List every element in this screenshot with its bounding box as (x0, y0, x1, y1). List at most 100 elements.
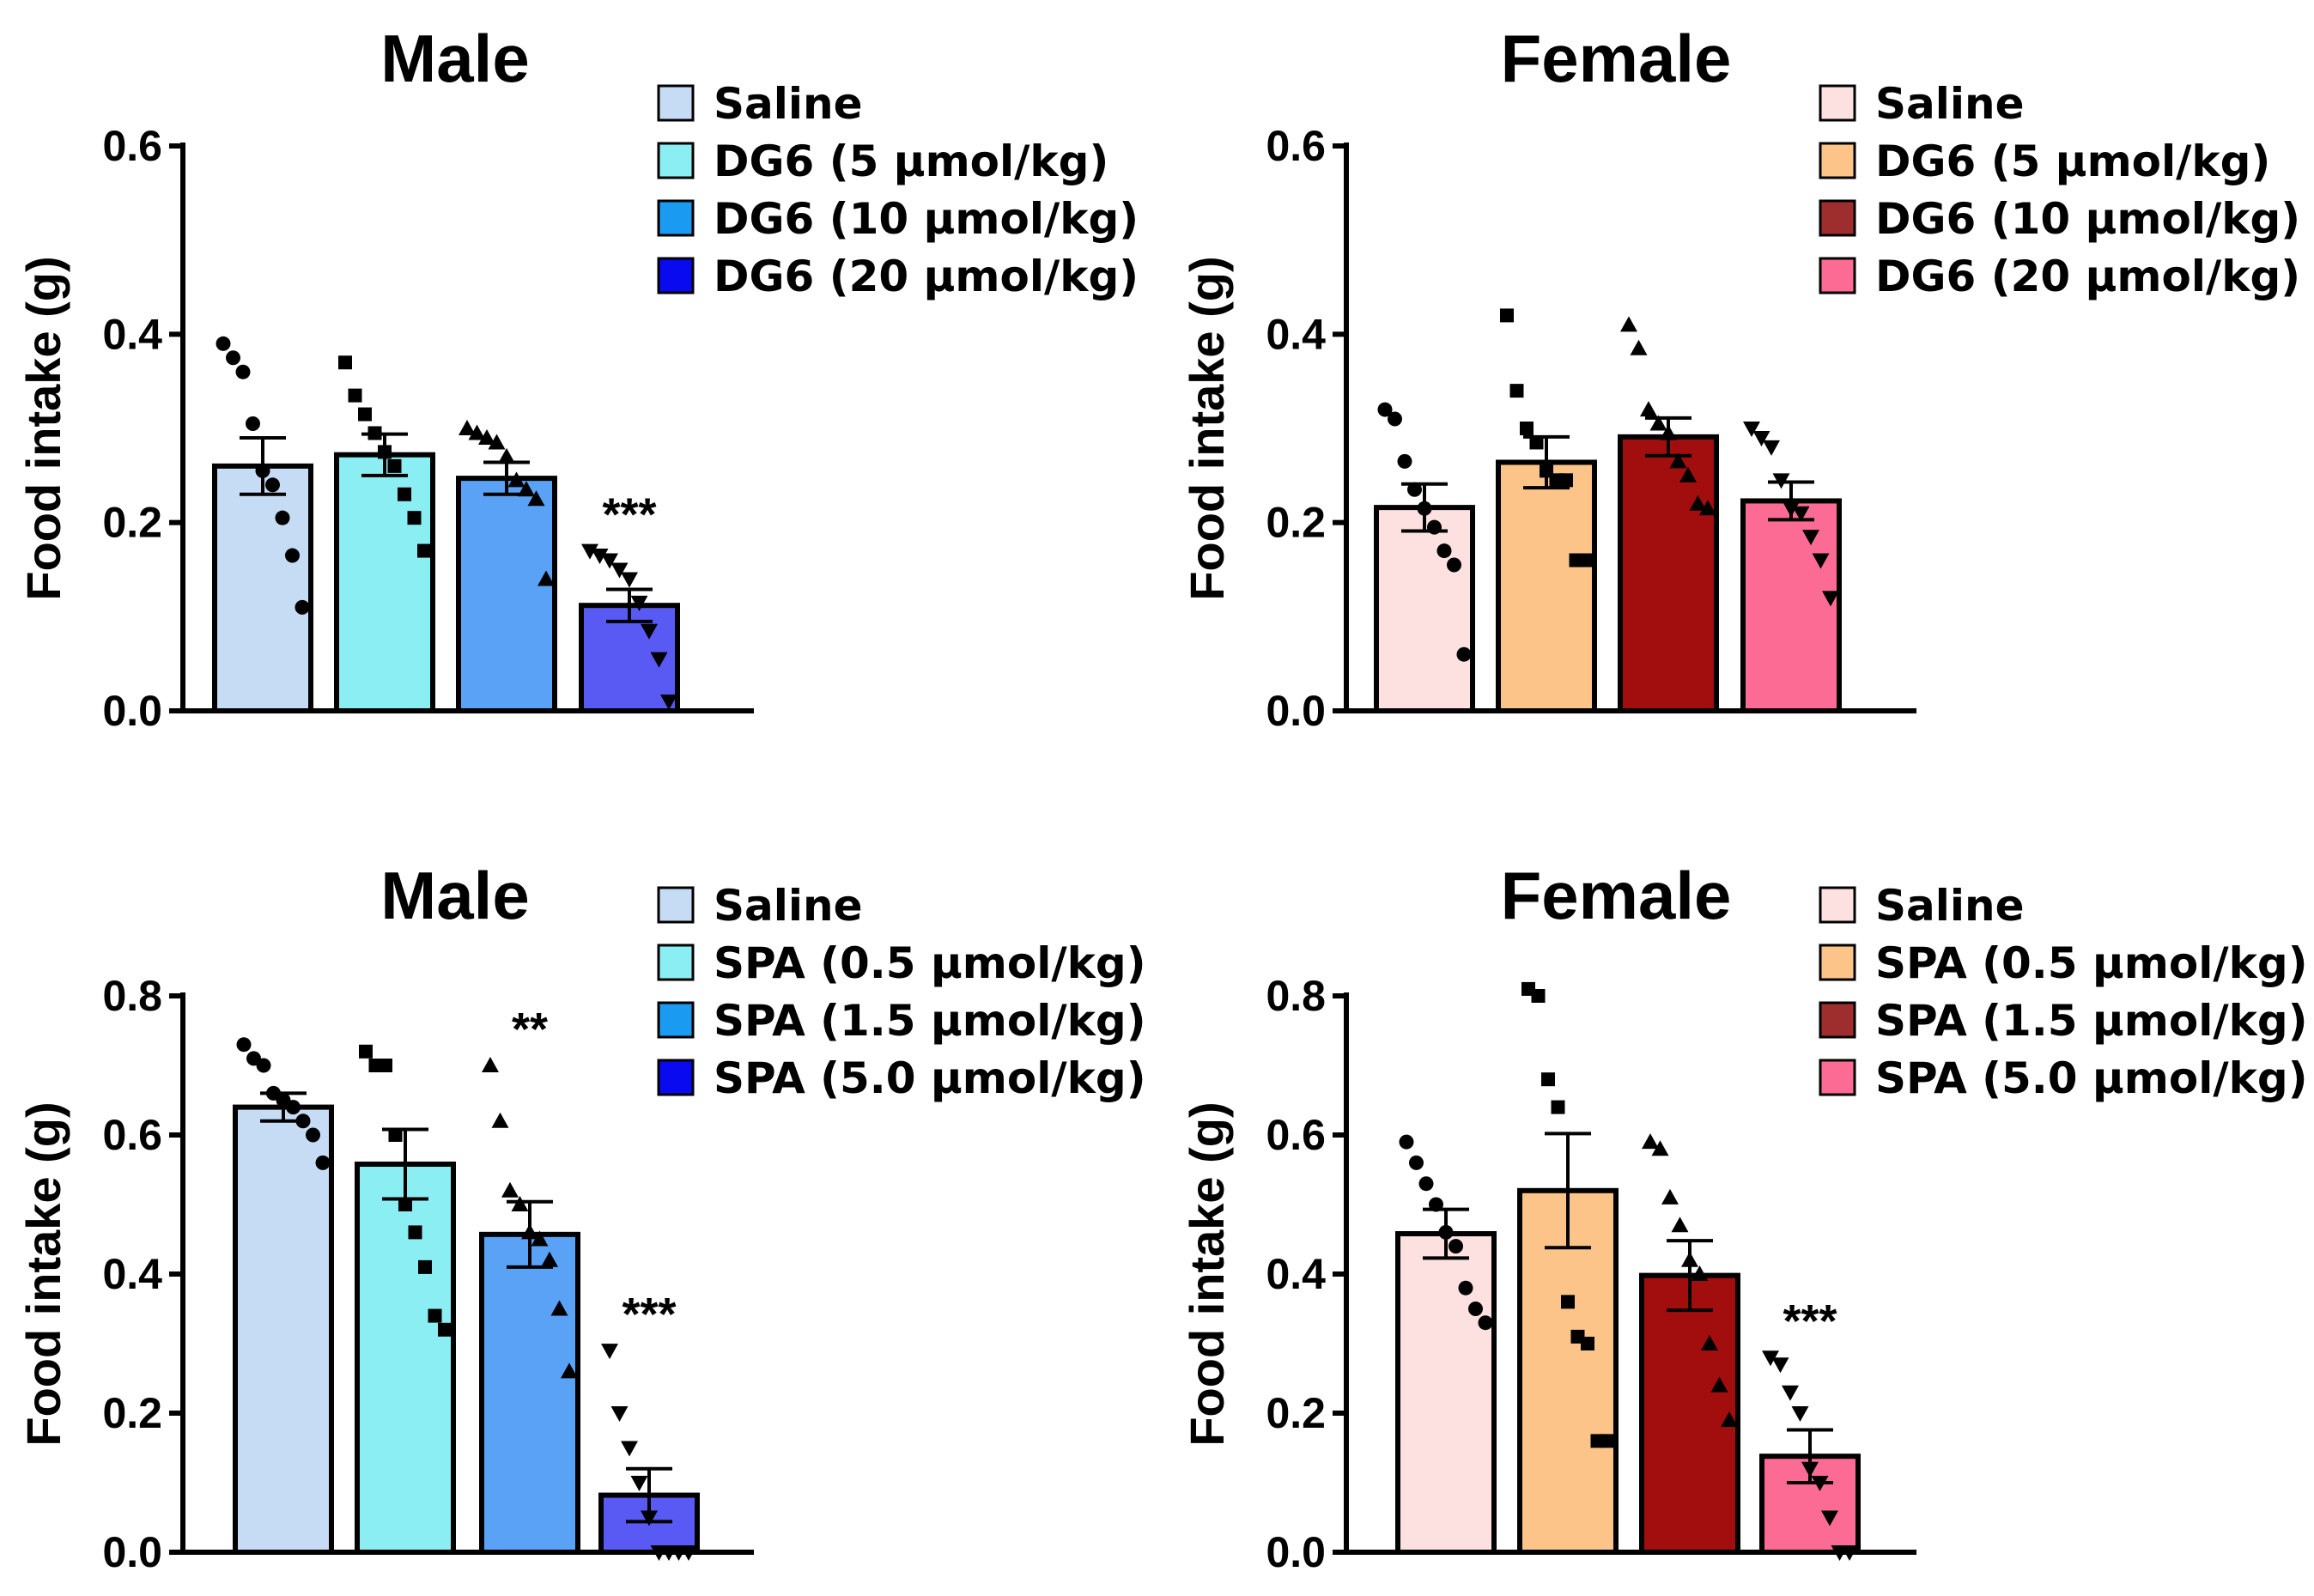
legend-label: Saline (714, 881, 863, 931)
data-point (468, 424, 486, 440)
legend-swatch (1819, 1059, 1856, 1096)
data-point (1458, 1280, 1473, 1296)
legend-label: SPA (5.0 µmol/kg) (1875, 1053, 2308, 1103)
data-point (367, 426, 382, 440)
data-point (591, 549, 609, 565)
y-tick-label: 0.0 (1266, 1528, 1326, 1576)
data-point (1801, 1461, 1819, 1478)
data-point (285, 548, 300, 563)
data-point (216, 336, 231, 351)
data-point (630, 595, 648, 611)
data-point (531, 1230, 549, 1247)
data-point (1812, 553, 1830, 569)
data-point (482, 1057, 499, 1072)
data-point (621, 572, 638, 588)
data-point (1541, 1072, 1555, 1087)
data-point (650, 652, 668, 668)
data-point (1721, 1411, 1738, 1428)
data-point (1418, 1176, 1434, 1192)
legend-label: SPA (5.0 µmol/kg) (714, 1053, 1146, 1103)
legend-swatch (1819, 199, 1856, 237)
legend-label: DG6 (5 µmol/kg) (1875, 137, 2270, 186)
data-point (610, 562, 629, 579)
y-tick-label: 0.6 (102, 1111, 162, 1159)
data-point (1792, 506, 1810, 522)
data-point (488, 434, 506, 450)
data-point (1551, 1100, 1565, 1114)
data-point (358, 407, 372, 422)
bar (1740, 498, 1842, 714)
data-point (418, 1259, 432, 1274)
data-point (1821, 1510, 1838, 1526)
bar (334, 452, 435, 713)
data-point (478, 428, 495, 445)
data-point (660, 695, 677, 711)
legend-swatch (657, 84, 695, 122)
y-tick-label: 0.2 (102, 499, 162, 547)
data-point (407, 511, 422, 525)
data-point (1429, 1197, 1443, 1212)
data-point (398, 487, 411, 501)
data-point (388, 1128, 403, 1142)
data-point (1681, 1251, 1698, 1267)
data-point (408, 1225, 422, 1240)
data-point (295, 599, 310, 615)
bar (1496, 459, 1597, 713)
chart-title: Male (380, 21, 529, 96)
y-tick-label: 0.0 (102, 687, 162, 735)
data-point (315, 1155, 331, 1170)
data-point (1752, 430, 1770, 446)
data-point (1388, 411, 1402, 427)
data-point (1579, 553, 1593, 567)
data-point (680, 1545, 697, 1561)
data-point (1456, 646, 1472, 662)
data-point (1529, 435, 1544, 450)
data-point (275, 510, 290, 525)
legend-swatch (1819, 257, 1856, 294)
data-point (1581, 1337, 1594, 1350)
data-point (1427, 519, 1442, 535)
data-point (1710, 1376, 1728, 1393)
data-point (1772, 473, 1790, 489)
data-point (1600, 1434, 1614, 1448)
y-axis-label: Food intake (g) (1180, 1101, 1234, 1446)
data-point (501, 1181, 519, 1198)
legend-label: Saline (714, 79, 863, 129)
data-point (601, 553, 618, 569)
bar (1759, 1453, 1861, 1555)
legend-swatch (657, 142, 695, 179)
data-point (541, 1251, 558, 1267)
data-point (491, 1112, 509, 1128)
data-point (1701, 1335, 1718, 1350)
data-point (459, 420, 476, 435)
data-point (1791, 1406, 1809, 1422)
y-tick-label: 0.6 (1266, 1111, 1326, 1159)
data-point (581, 543, 598, 560)
data-point (286, 1100, 301, 1115)
bar (1639, 1272, 1740, 1555)
legend-swatch (657, 886, 695, 924)
data-point (1409, 1155, 1424, 1170)
data-point (1651, 1140, 1669, 1156)
bar (456, 476, 557, 714)
bar (479, 1231, 580, 1555)
data-point (295, 1114, 311, 1129)
legend-swatch (657, 257, 695, 294)
data-point (265, 477, 280, 493)
y-axis-label: Food intake (g) (16, 256, 70, 600)
y-tick-label: 0.2 (1266, 1389, 1326, 1437)
data-point (338, 355, 352, 370)
significance-label: *** (1783, 1296, 1837, 1347)
data-point (1660, 424, 1677, 440)
data-point (348, 388, 362, 403)
data-point (378, 445, 392, 459)
data-point (1679, 466, 1697, 482)
legend-label: SPA (1.5 µmol/kg) (1875, 996, 2308, 1046)
data-point (1561, 1295, 1575, 1309)
legend-label: DG6 (20 µmol/kg) (714, 252, 1139, 301)
data-point (1438, 1224, 1454, 1240)
bar (233, 1104, 334, 1555)
bar (1395, 1231, 1497, 1556)
data-point (235, 364, 251, 379)
legend-swatch (1819, 84, 1856, 122)
